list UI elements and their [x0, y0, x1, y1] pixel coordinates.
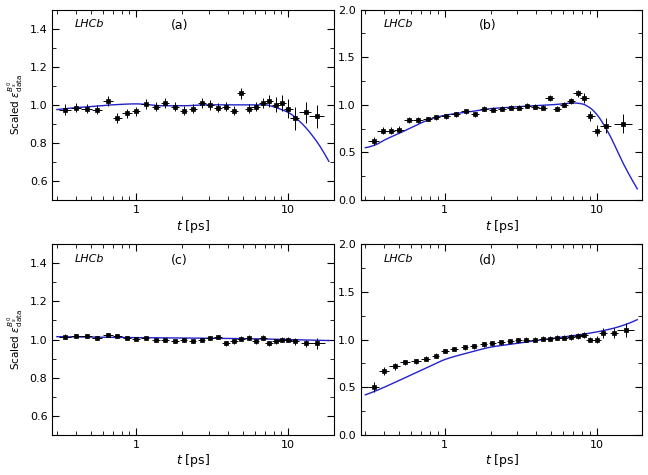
Text: (d): (d) — [479, 254, 497, 267]
X-axis label: $t$ [ps]: $t$ [ps] — [176, 453, 210, 469]
Text: LHCb: LHCb — [75, 19, 104, 29]
Y-axis label: Scaled $\varepsilon^{B^0_s}_{\rm data}$: Scaled $\varepsilon^{B^0_s}_{\rm data}$ — [6, 309, 25, 370]
X-axis label: $t$ [ps]: $t$ [ps] — [485, 218, 518, 235]
Text: (a): (a) — [170, 19, 188, 32]
Text: (c): (c) — [170, 254, 187, 267]
X-axis label: $t$ [ps]: $t$ [ps] — [176, 218, 210, 235]
Text: (b): (b) — [479, 19, 497, 32]
Y-axis label: Scaled $\varepsilon^{B^0_s}_{\rm data}$: Scaled $\varepsilon^{B^0_s}_{\rm data}$ — [6, 74, 25, 135]
Text: LHCb: LHCb — [384, 19, 413, 29]
Text: LHCb: LHCb — [75, 254, 104, 264]
X-axis label: $t$ [ps]: $t$ [ps] — [485, 453, 518, 469]
Text: LHCb: LHCb — [384, 254, 413, 264]
